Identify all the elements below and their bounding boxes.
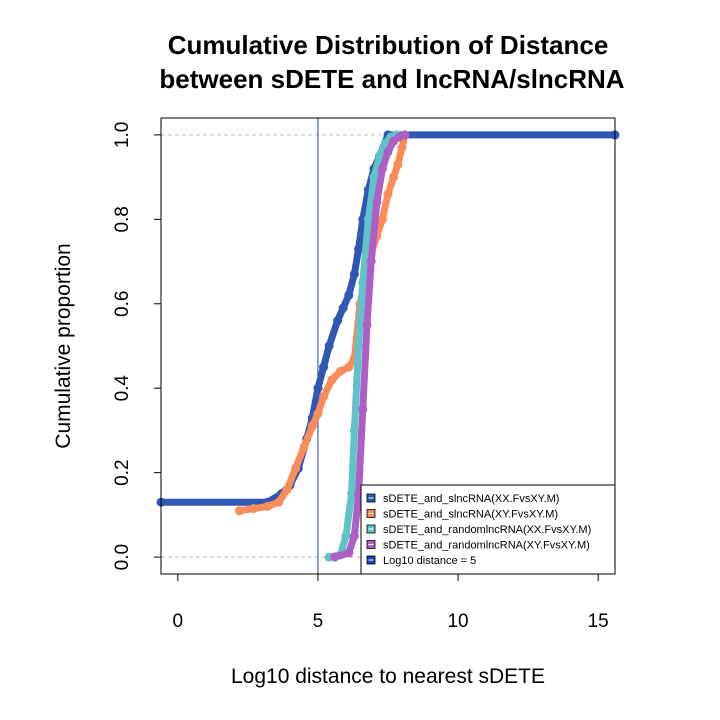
- series-layer: [156, 130, 620, 562]
- legend-label-4: Log10 distance = 5: [383, 555, 476, 567]
- y-tick-label-5: 1.0: [112, 122, 133, 148]
- series-1-point-20: [389, 172, 399, 182]
- legend-items: sDETE_and_slncRNA(XX.FvsXY.M) sDETE_and_s…: [366, 493, 591, 567]
- x-axis-label: Log10 distance to nearest sDETE: [231, 665, 545, 688]
- x-tick-label-3: 15: [588, 611, 609, 632]
- chart-title-line1: Cumulative Distribution of Distance: [168, 30, 609, 60]
- y-axis-label: Cumulative proportion: [52, 243, 75, 448]
- series-3-point-12: [400, 130, 410, 140]
- series-1-point-6: [299, 442, 309, 452]
- y-tick-label-4: 0.8: [112, 206, 133, 232]
- series-1-point-4: [282, 485, 292, 495]
- series-3-point-2: [349, 531, 359, 541]
- y-axis: 0.0 0.2 0.4 0.6 0.8 1.0: [112, 122, 161, 570]
- series-1-point-22: [397, 143, 407, 153]
- series-2-point-7: [363, 214, 373, 224]
- x-axis: 0 5 10 15: [173, 574, 609, 632]
- series-3-point-0: [330, 552, 340, 562]
- series-1-point-8: [313, 409, 323, 419]
- series-1-point-21: [393, 159, 403, 169]
- x-tick-label-1: 5: [313, 611, 324, 632]
- series-2-point-5: [354, 341, 364, 351]
- series-0-point-11: [338, 303, 348, 313]
- series-0-point-14: [354, 244, 364, 254]
- series-1-point-11: [335, 366, 345, 376]
- series-2-point-6: [358, 278, 368, 288]
- series-1-point-7: [307, 421, 317, 431]
- series-3-point-8: [377, 164, 387, 174]
- series-1-point-19: [383, 189, 393, 199]
- legend-label-3: sDETE_and_randomlncRNA(XY.FvsXY.M): [383, 540, 590, 552]
- series-0-point-7: [313, 383, 323, 393]
- series-0-point-9: [324, 341, 334, 351]
- legend-box: [360, 484, 616, 575]
- x-tick-label-0: 0: [173, 611, 184, 632]
- y-tick-label-2: 0.4: [112, 375, 133, 402]
- series-2-point-3: [347, 489, 357, 499]
- legend-label-0: sDETE_and_slncRNA(XX.FvsXY.M): [383, 493, 559, 505]
- series-3-point-7: [372, 197, 382, 207]
- series-0-point-12: [344, 290, 354, 300]
- series-2-point-9: [375, 151, 385, 161]
- series-3-point-4: [358, 404, 368, 414]
- series-1-point-9: [319, 392, 329, 402]
- y-tick-label-0: 0.0: [112, 544, 133, 570]
- series-0-point-10: [333, 316, 343, 326]
- series-1-point-10: [327, 375, 337, 385]
- series-2-point-4: [349, 425, 359, 435]
- series-3-point-6: [366, 257, 376, 267]
- x-tick-label-2: 10: [447, 611, 468, 632]
- series-1-point-2: [262, 501, 272, 511]
- legend-label-2: sDETE_and_randomlncRNA(XX.FvsXY.M): [383, 524, 591, 536]
- series-0-point-8: [319, 362, 329, 372]
- series-1-point-18: [377, 214, 387, 224]
- series-3-point-5: [362, 320, 372, 330]
- y-tick-label-3: 0.6: [112, 291, 133, 317]
- series-3-point-1: [344, 548, 354, 558]
- series-1-point-5: [291, 463, 301, 473]
- y-tick-label-1: 0.2: [112, 459, 133, 485]
- legend: sDETE_and_slncRNA(XX.FvsXY.M) sDETE_and_s…: [360, 484, 616, 575]
- series-2-point-2: [341, 531, 351, 541]
- chart-title-line2: between sDETE and lncRNA/slncRNA: [159, 64, 624, 94]
- series-0-point-13: [349, 269, 359, 279]
- series-1-point-1: [248, 504, 258, 514]
- legend-label-1: sDETE_and_slncRNA(XY.FvsXY.M): [383, 509, 558, 521]
- series-3-point-9: [383, 147, 393, 157]
- series-3: [330, 130, 410, 562]
- series-1-point-3: [274, 497, 284, 507]
- series-1-point-12: [344, 362, 354, 372]
- series-1-point-0: [234, 506, 244, 516]
- series-2-point-8: [369, 172, 379, 182]
